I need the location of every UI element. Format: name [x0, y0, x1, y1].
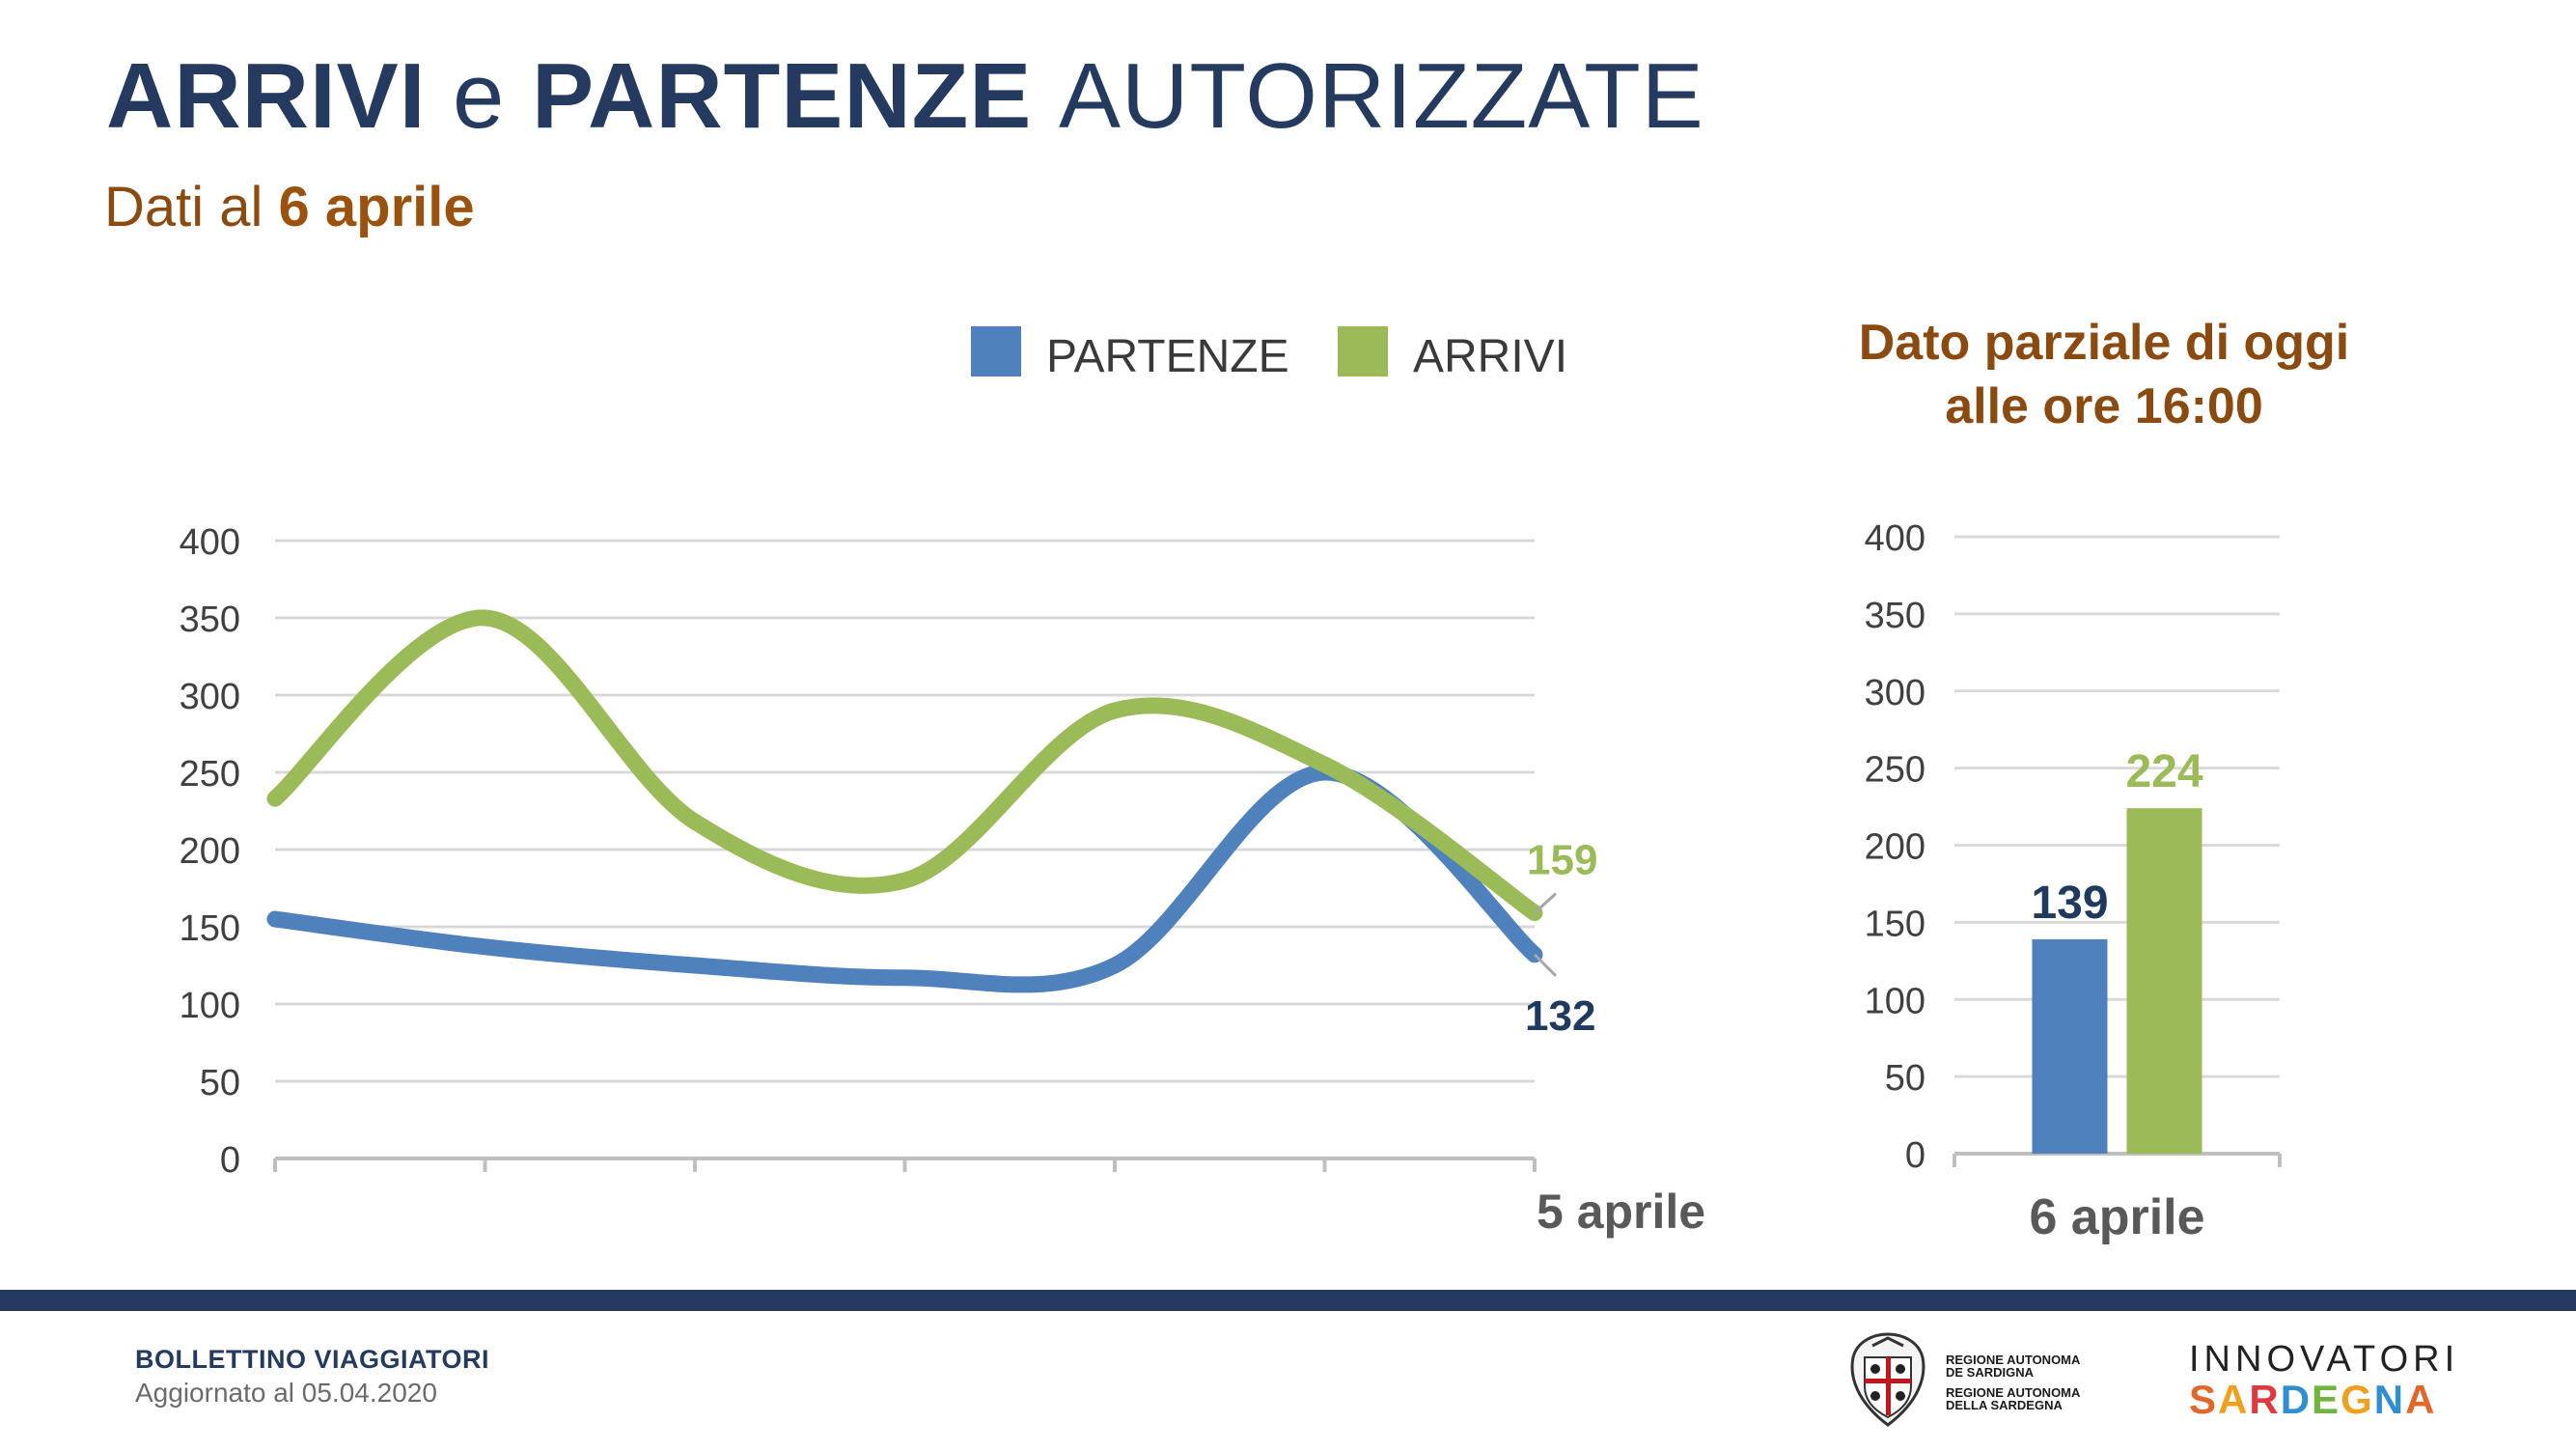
- y-tick-label: 150: [180, 908, 240, 949]
- ras-line1: REGIONE AUTONOMA: [1946, 1353, 2081, 1367]
- sardegna-letter: A: [2405, 1377, 2437, 1422]
- title-arrivi: ARRIVI: [106, 44, 427, 148]
- x-tick-label: 5 aprile: [1537, 1185, 1705, 1239]
- y-tick-label: 300: [1865, 673, 1925, 713]
- footer-bar: [0, 1290, 2576, 1311]
- bar-chart: 0 50 100 150 200 250 300 350 400 139 224 6 aprile: [1865, 518, 2282, 1245]
- ras-line4: DELLA SARDEGNA: [1946, 1398, 2063, 1412]
- bar-data-label: 139: [2031, 878, 2108, 929]
- footer-updated: Aggiornato al 05.04.2020: [135, 1378, 437, 1408]
- partial-data-title: Dato parziale di oggi alle ore 16:00: [1814, 311, 2394, 438]
- y-tick-label: 100: [180, 986, 240, 1026]
- y-tick-label: 0: [220, 1140, 240, 1181]
- y-tick-label: 400: [1865, 518, 1925, 559]
- legend-item-partenze: PARTENZE: [971, 319, 1289, 383]
- subtitle-date: 6 aprile: [278, 176, 475, 238]
- x-tick-label: 6 aprile: [2029, 1189, 2204, 1245]
- sardegna-letter: S: [2189, 1377, 2219, 1422]
- sardegna-wordmark: SARDEGNA: [2189, 1379, 2450, 1421]
- sardegna-letter: N: [2373, 1377, 2406, 1422]
- sardegna-letter: D: [2280, 1377, 2313, 1422]
- y-tick-label: 250: [180, 754, 240, 795]
- y-tick-label: 0: [1905, 1135, 1925, 1176]
- regione-sardegna-logo: REGIONE AUTONOMA DE SARDIGNA REGIONE AUT…: [1843, 1328, 2114, 1435]
- series-line-arrivi: [266, 609, 1543, 922]
- page-title: ARRIVI e PARTENZE AUTORIZZATE: [106, 50, 1704, 143]
- data-label-arrivi: 159: [1527, 837, 1597, 884]
- title-autorizzate: AUTORIZZATE: [1059, 44, 1704, 148]
- line-chart: 0 50 100 150 200 250 300 350 400 5 aprile 159 132: [180, 522, 1706, 1239]
- legend-swatch-arrivi: [1338, 325, 1388, 377]
- page-subtitle: Dati al 6 aprile: [104, 180, 475, 236]
- y-tick-label: 200: [1865, 827, 1925, 868]
- partial-title-line1: Dato parziale di oggi: [1858, 315, 2350, 371]
- regione-sardegna-emblem: [1850, 1332, 1925, 1427]
- y-tick-label: 50: [200, 1063, 240, 1103]
- bar-arrivi: [2126, 808, 2202, 1154]
- partial-title-line2: alle ore 16:00: [1945, 378, 2263, 434]
- charts-canvas: 0 50 100 150 200 250 300 350 400 5 aprile 159 132 0…: [180, 518, 2282, 1245]
- y-tick-label: 400: [180, 522, 240, 563]
- sardegna-letter: R: [2249, 1377, 2281, 1422]
- title-partenze: PARTENZE: [532, 44, 1033, 148]
- y-tick-label: 200: [180, 831, 240, 872]
- sardegna-letter: A: [2218, 1377, 2250, 1422]
- y-tick-label: 250: [1865, 750, 1925, 791]
- legend-item-arrivi: ARRIVI: [1338, 319, 1567, 383]
- bar-data-label: 224: [2125, 746, 2202, 797]
- innovatori-wordmark: INNOVATORI: [2189, 1339, 2460, 1380]
- y-tick-label: 350: [180, 600, 240, 640]
- title-conjunction: e: [453, 44, 506, 148]
- y-tick-label: 300: [180, 677, 240, 717]
- regione-sardegna-text: REGIONE AUTONOMA DE SARDIGNA REGIONE AUT…: [1946, 1353, 2080, 1411]
- innovatori-sardegna-logo: INNOVATORI SARDEGNA: [2189, 1339, 2460, 1421]
- legend-label-arrivi: ARRIVI: [1413, 331, 1568, 382]
- subtitle-prefix: Dati al: [104, 176, 263, 238]
- sardegna-letter: E: [2312, 1377, 2341, 1422]
- legend-swatch-partenze: [971, 325, 1021, 377]
- y-tick-label: 50: [1885, 1058, 1925, 1099]
- ras-line2: DE SARDIGNA: [1946, 1365, 2035, 1380]
- ras-line3: REGIONE AUTONOMA: [1946, 1385, 2081, 1400]
- y-tick-label: 100: [1865, 981, 1925, 1021]
- sardegna-letter: G: [2341, 1377, 2374, 1422]
- data-label-partenze: 132: [1525, 992, 1595, 1040]
- y-tick-label: 150: [1865, 904, 1925, 944]
- data-label-leader: [1533, 892, 1558, 914]
- legend-label-partenze: PARTENZE: [1046, 331, 1289, 382]
- bar-partenze: [2032, 938, 2108, 1154]
- data-label-leader: [1533, 953, 1558, 977]
- footer-title: BOLLETTINO VIAGGIATORI: [135, 1345, 489, 1374]
- y-tick-label: 350: [1865, 596, 1925, 636]
